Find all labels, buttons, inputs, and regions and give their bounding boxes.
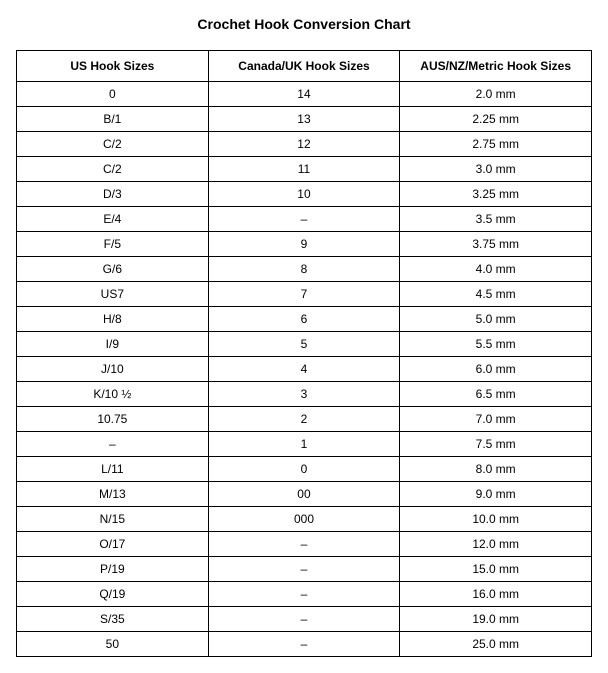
table-cell: H/8 — [17, 307, 209, 332]
table-cell: 16.0 mm — [400, 582, 592, 607]
table-cell: C/2 — [17, 132, 209, 157]
table-row: N/1500010.0 mm — [17, 507, 592, 532]
table-row: E/4–3.5 mm — [17, 207, 592, 232]
table-cell: 15.0 mm — [400, 557, 592, 582]
table-cell: 5 — [208, 332, 400, 357]
table-row: P/19–15.0 mm — [17, 557, 592, 582]
table-cell: 10 — [208, 182, 400, 207]
table-cell: 2.75 mm — [400, 132, 592, 157]
table-cell: B/1 — [17, 107, 209, 132]
table-cell: E/4 — [17, 207, 209, 232]
table-cell: 5.5 mm — [400, 332, 592, 357]
table-cell: 4 — [208, 357, 400, 382]
conversion-table: US Hook Sizes Canada/UK Hook Sizes AUS/N… — [16, 50, 592, 657]
table-cell: S/35 — [17, 607, 209, 632]
table-cell: 2.25 mm — [400, 107, 592, 132]
table-cell: 7 — [208, 282, 400, 307]
table-cell: – — [17, 432, 209, 457]
table-cell: P/19 — [17, 557, 209, 582]
table-row: K/10 ½36.5 mm — [17, 382, 592, 407]
table-cell: 7.5 mm — [400, 432, 592, 457]
table-row: H/865.0 mm — [17, 307, 592, 332]
table-row: US774.5 mm — [17, 282, 592, 307]
table-cell: 10.0 mm — [400, 507, 592, 532]
table-cell: 6.0 mm — [400, 357, 592, 382]
table-row: O/17–12.0 mm — [17, 532, 592, 557]
table-row: M/13009.0 mm — [17, 482, 592, 507]
table-cell: N/15 — [17, 507, 209, 532]
table-cell: G/6 — [17, 257, 209, 282]
table-cell: 2.0 mm — [400, 82, 592, 107]
table-cell: 2 — [208, 407, 400, 432]
table-cell: Q/19 — [17, 582, 209, 607]
table-row: B/1132.25 mm — [17, 107, 592, 132]
table-cell: D/3 — [17, 182, 209, 207]
table-cell: 3.0 mm — [400, 157, 592, 182]
table-header-row: US Hook Sizes Canada/UK Hook Sizes AUS/N… — [17, 51, 592, 82]
table-cell: 7.0 mm — [400, 407, 592, 432]
table-cell: 12 — [208, 132, 400, 157]
col-aus-nz-metric: AUS/NZ/Metric Hook Sizes — [400, 51, 592, 82]
table-row: C/2113.0 mm — [17, 157, 592, 182]
table-row: D/3103.25 mm — [17, 182, 592, 207]
table-cell: 6.5 mm — [400, 382, 592, 407]
col-canada-uk: Canada/UK Hook Sizes — [208, 51, 400, 82]
table-cell: – — [208, 207, 400, 232]
table-row: 0142.0 mm — [17, 82, 592, 107]
table-cell: 14 — [208, 82, 400, 107]
table-row: C/2122.75 mm — [17, 132, 592, 157]
table-row: 10.7527.0 mm — [17, 407, 592, 432]
table-row: F/593.75 mm — [17, 232, 592, 257]
table-cell: K/10 ½ — [17, 382, 209, 407]
table-row: Q/19–16.0 mm — [17, 582, 592, 607]
table-cell: 13 — [208, 107, 400, 132]
table-cell: 3.75 mm — [400, 232, 592, 257]
table-cell: 3.5 mm — [400, 207, 592, 232]
table-row: –17.5 mm — [17, 432, 592, 457]
table-row: I/955.5 mm — [17, 332, 592, 357]
table-row: J/1046.0 mm — [17, 357, 592, 382]
table-cell: – — [208, 557, 400, 582]
table-cell: 4.5 mm — [400, 282, 592, 307]
table-cell: – — [208, 607, 400, 632]
table-cell: 0 — [208, 457, 400, 482]
table-row: G/684.0 mm — [17, 257, 592, 282]
table-cell: 25.0 mm — [400, 632, 592, 657]
table-cell: L/11 — [17, 457, 209, 482]
table-cell: 12.0 mm — [400, 532, 592, 557]
chart-title: Crochet Hook Conversion Chart — [16, 16, 592, 32]
table-row: S/35–19.0 mm — [17, 607, 592, 632]
table-cell: 11 — [208, 157, 400, 182]
table-cell: 000 — [208, 507, 400, 532]
table-cell: – — [208, 532, 400, 557]
table-row: 50–25.0 mm — [17, 632, 592, 657]
table-cell: 50 — [17, 632, 209, 657]
table-cell: 00 — [208, 482, 400, 507]
table-row: L/1108.0 mm — [17, 457, 592, 482]
table-cell: J/10 — [17, 357, 209, 382]
table-cell: 9 — [208, 232, 400, 257]
table-cell: – — [208, 582, 400, 607]
table-cell: M/13 — [17, 482, 209, 507]
table-cell: O/17 — [17, 532, 209, 557]
table-cell: 10.75 — [17, 407, 209, 432]
table-cell: 8.0 mm — [400, 457, 592, 482]
table-cell: 9.0 mm — [400, 482, 592, 507]
table-cell: 1 — [208, 432, 400, 457]
table-cell: 19.0 mm — [400, 607, 592, 632]
col-us: US Hook Sizes — [17, 51, 209, 82]
table-cell: I/9 — [17, 332, 209, 357]
table-cell: 6 — [208, 307, 400, 332]
table-cell: 0 — [17, 82, 209, 107]
table-cell: US7 — [17, 282, 209, 307]
table-cell: 3.25 mm — [400, 182, 592, 207]
table-cell: F/5 — [17, 232, 209, 257]
table-cell: 8 — [208, 257, 400, 282]
table-cell: 3 — [208, 382, 400, 407]
table-cell: 5.0 mm — [400, 307, 592, 332]
table-cell: C/2 — [17, 157, 209, 182]
table-cell: 4.0 mm — [400, 257, 592, 282]
table-cell: – — [208, 632, 400, 657]
